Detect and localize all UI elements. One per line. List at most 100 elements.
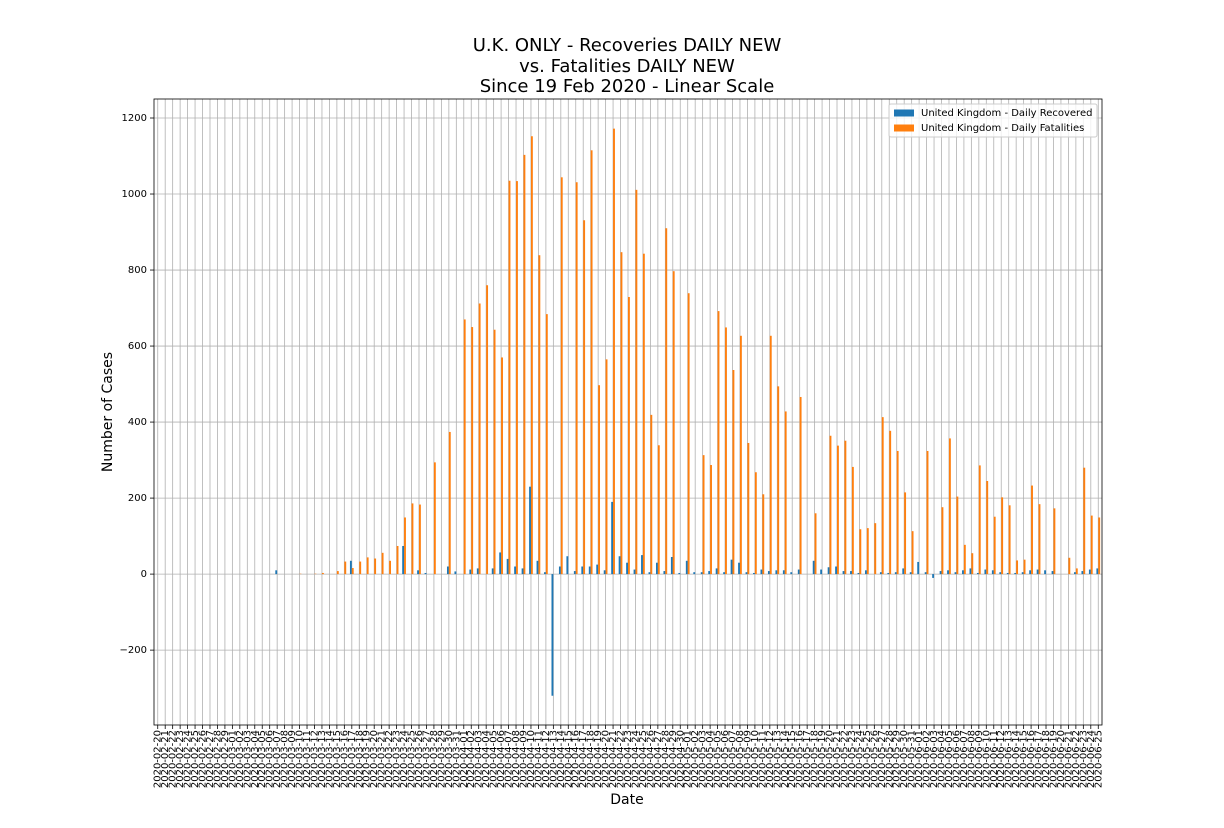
x-tick-label: 2020-06-03 [929, 730, 940, 788]
bar [471, 327, 474, 575]
bar [558, 566, 561, 575]
bar [374, 558, 377, 575]
bar [560, 177, 563, 575]
bar [650, 414, 653, 575]
x-tick-label: 2020-06-12 [996, 730, 1007, 788]
bar [971, 553, 974, 575]
x-tick-label: 2020-04-01 [459, 730, 470, 788]
x-tick-label: 2020-03-17 [347, 730, 358, 788]
x-tick-label: 2020-03-09 [287, 730, 298, 788]
x-tick-label: 2020-04-07 [504, 730, 515, 788]
bar [874, 523, 877, 575]
legend-label: United Kingdom - Daily Fatalities [921, 123, 1084, 134]
bar [321, 572, 324, 575]
bar [745, 572, 748, 575]
x-tick-label: 2020-03-15 [332, 730, 343, 788]
bar [603, 570, 606, 575]
x-tick-label: 2020-04-11 [533, 730, 544, 788]
bar [454, 571, 457, 575]
bar [663, 571, 666, 575]
x-tick-label: 2020-03-14 [324, 730, 335, 788]
bar [665, 228, 668, 575]
bar [962, 570, 964, 575]
x-tick-label: 2020-02-26 [198, 730, 209, 788]
bar [417, 570, 419, 575]
y-tick-label: 400 [128, 417, 147, 428]
x-axis-label: Date [610, 792, 643, 808]
bar [424, 572, 427, 575]
x-tick-label: 2020-06-21 [1063, 730, 1074, 788]
bar [799, 396, 802, 575]
x-tick-label: 2020-02-22 [168, 730, 179, 788]
bar [521, 568, 524, 575]
bar [590, 150, 593, 575]
x-tick-label: 2020-06-18 [1041, 730, 1052, 788]
x-tick-label: 2020-03-02 [235, 730, 246, 788]
y-tick-label: 1000 [122, 189, 147, 200]
bar [626, 562, 628, 575]
x-tick-label: 2020-04-29 [668, 730, 679, 788]
x-tick-label: 2020-05-13 [772, 730, 783, 788]
x-tick-label: 2020-04-02 [466, 730, 477, 788]
x-tick-label: 2020-04-04 [481, 730, 492, 788]
bar [739, 335, 742, 575]
x-tick-label: 2020-05-21 [832, 730, 843, 788]
bar [896, 450, 899, 575]
legend-box [888, 103, 1098, 138]
x-tick-label: 2020-03-28 [429, 730, 440, 788]
bar [618, 556, 621, 575]
x-tick-label: 2020-03-01 [227, 730, 238, 788]
x-tick-label: 2020-05-28 [884, 730, 895, 788]
bar [939, 571, 942, 575]
bar [1074, 572, 1076, 575]
bar [596, 564, 599, 575]
chart-title: vs. Fatalities DAILY NEW [519, 56, 735, 77]
x-tick-label: 2020-06-17 [1034, 730, 1045, 788]
bar [710, 465, 712, 575]
bar [396, 545, 399, 575]
x-tick-label: 2020-06-08 [966, 730, 977, 788]
x-tick-label: 2020-03-26 [414, 730, 425, 788]
bar [687, 293, 690, 575]
bar [844, 440, 847, 575]
x-tick-label: 2020-05-23 [847, 730, 858, 788]
x-tick-label: 2020-06-01 [914, 730, 925, 788]
x-tick-label: 2020-06-19 [1048, 730, 1059, 788]
x-tick-label: 2020-05-12 [765, 730, 776, 788]
bar [685, 560, 688, 575]
legend: United Kingdom - Daily Recovered United K… [888, 103, 1098, 138]
bar [732, 370, 735, 575]
bar [336, 571, 339, 575]
bar [635, 189, 638, 575]
x-tick-label: 2020-06-13 [1004, 730, 1015, 788]
bar [881, 417, 884, 575]
x-tick-label: 2020-03-11 [302, 730, 313, 788]
x-tick-label: 2020-04-28 [660, 730, 671, 788]
x-tick-label: 2020-05-06 [720, 730, 731, 788]
bar [762, 494, 765, 575]
bar [433, 462, 436, 575]
bar [986, 480, 989, 575]
bar [478, 303, 481, 575]
bar [784, 411, 787, 575]
bar [588, 566, 591, 575]
bar [611, 501, 614, 575]
bar [954, 572, 957, 575]
y-tick-label: 0 [141, 569, 147, 580]
bar [344, 561, 347, 575]
x-tick-label: 2020-06-07 [959, 730, 970, 788]
bar [598, 385, 601, 575]
bar [418, 504, 421, 575]
bar [969, 568, 972, 575]
bar [523, 154, 526, 575]
bar [812, 560, 815, 575]
bar [1021, 572, 1024, 575]
x-tick-label: 2020-04-26 [645, 730, 656, 788]
bar [725, 327, 727, 575]
bar [814, 513, 817, 575]
x-tick-label: 2020-06-25 [1093, 730, 1104, 788]
bar [493, 329, 496, 575]
x-tick-label: 2020-06-14 [1011, 730, 1022, 788]
bar [1014, 572, 1017, 575]
x-tick-label: 2020-05-03 [698, 730, 709, 788]
